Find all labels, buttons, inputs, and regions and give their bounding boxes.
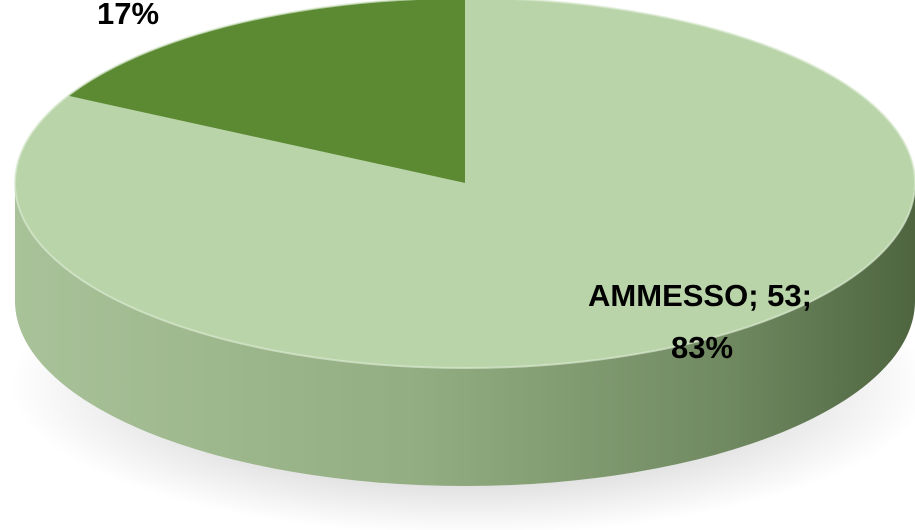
data-labels: AMMESSO; 53; 83% 17%: [97, 0, 812, 365]
pie-side-wall: [15, 183, 915, 486]
pie-slice-ammesso: [15, 0, 915, 368]
pie-slices: [15, 0, 915, 368]
pie-rim-highlight: [14, 0, 915, 369]
pie-slice-slice-1: [68, 0, 465, 183]
slice-label-small-line2: 17%: [97, 0, 159, 31]
slice-label-ammesso-line2: 83%: [671, 330, 733, 365]
slice-label-ammesso-line1: AMMESSO; 53;: [588, 278, 812, 313]
